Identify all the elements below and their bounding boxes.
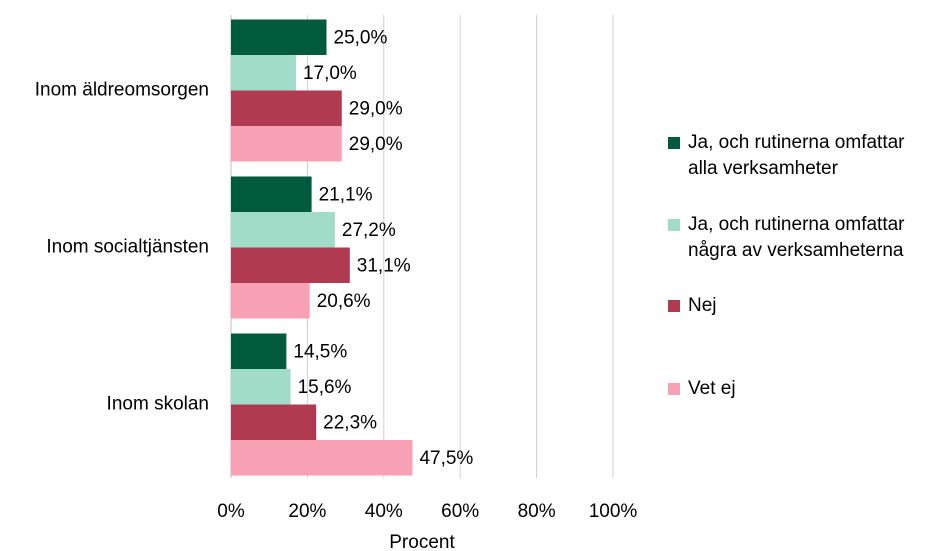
legend-label: Ja, och rutinerna omfattar alla verksamh… bbox=[688, 132, 905, 179]
bar bbox=[231, 126, 342, 162]
legend-label: Ja, och rutinerna omfattar några av verk… bbox=[688, 214, 905, 261]
legend-item: Ja, och rutinerna omfattar alla verksamh… bbox=[668, 130, 938, 182]
legend-swatch bbox=[668, 219, 680, 231]
x-tick-label: 0% bbox=[217, 501, 245, 522]
bar bbox=[231, 440, 413, 476]
data-label: 22,3% bbox=[323, 412, 377, 433]
x-tick-label: 100% bbox=[589, 501, 638, 522]
data-label: 29,0% bbox=[349, 98, 403, 119]
y-tick-label: Inom skolan bbox=[107, 394, 209, 415]
data-label: 15,6% bbox=[298, 377, 352, 398]
legend-label: Vet ej bbox=[688, 378, 736, 399]
bar bbox=[231, 212, 335, 248]
bar bbox=[231, 369, 291, 405]
x-tick-label: 80% bbox=[518, 501, 556, 522]
data-label: 47,5% bbox=[419, 448, 473, 469]
legend-item: Ja, och rutinerna omfattar några av verk… bbox=[668, 212, 938, 264]
bar bbox=[231, 176, 312, 212]
data-label: 20,6% bbox=[317, 291, 371, 312]
bar bbox=[231, 90, 342, 126]
bar bbox=[231, 19, 327, 55]
bar bbox=[231, 404, 317, 440]
legend-swatch bbox=[668, 300, 680, 312]
data-label: 29,0% bbox=[349, 134, 403, 155]
bar bbox=[231, 333, 287, 369]
bar bbox=[231, 247, 350, 283]
x-tick-label: 20% bbox=[288, 501, 326, 522]
bar bbox=[231, 283, 310, 319]
y-tick-label: Inom socialtjänsten bbox=[46, 237, 209, 258]
x-tick-label: 60% bbox=[441, 501, 479, 522]
legend-label: Nej bbox=[688, 295, 717, 316]
legend-swatch bbox=[668, 137, 680, 149]
data-label: 21,1% bbox=[319, 184, 373, 205]
x-axis-title: Procent bbox=[389, 532, 455, 551]
bar bbox=[231, 55, 296, 91]
y-tick-label: Inom äldreomsorgen bbox=[35, 80, 209, 101]
data-label: 14,5% bbox=[293, 341, 347, 362]
data-label: 17,0% bbox=[303, 63, 357, 84]
data-label: 27,2% bbox=[342, 220, 396, 241]
data-label: 31,1% bbox=[357, 255, 411, 276]
legend-item: Vet ej bbox=[668, 376, 736, 402]
legend-swatch bbox=[668, 383, 680, 395]
x-tick-label: 40% bbox=[365, 501, 403, 522]
legend-item: Nej bbox=[668, 293, 717, 319]
data-label: 25,0% bbox=[334, 27, 388, 48]
